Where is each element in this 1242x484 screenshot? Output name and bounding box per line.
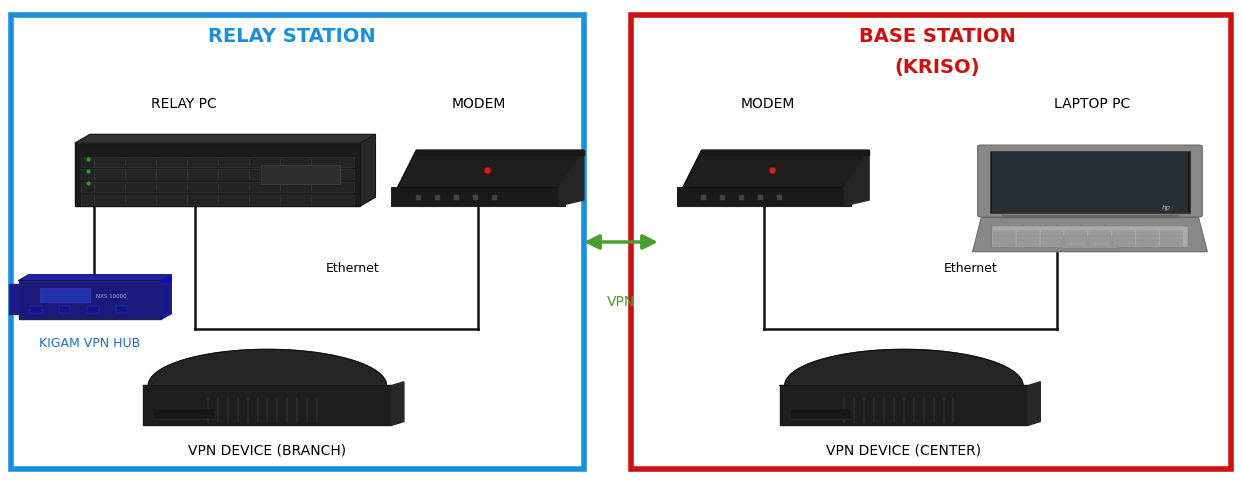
Text: RELAY PC: RELAY PC [152,97,217,111]
FancyBboxPatch shape [631,15,1231,469]
Polygon shape [1028,382,1041,425]
FancyBboxPatch shape [1136,241,1159,246]
FancyBboxPatch shape [11,15,584,469]
Polygon shape [780,349,1028,386]
FancyBboxPatch shape [1041,241,1063,246]
FancyBboxPatch shape [1064,241,1087,246]
FancyBboxPatch shape [1113,236,1135,241]
FancyBboxPatch shape [1062,236,1119,249]
Polygon shape [559,151,584,206]
FancyBboxPatch shape [1113,241,1135,246]
Polygon shape [161,275,171,319]
Text: BASE STATION: BASE STATION [859,28,1016,46]
Polygon shape [143,349,391,386]
FancyBboxPatch shape [977,145,1202,217]
FancyBboxPatch shape [1113,231,1135,236]
FancyBboxPatch shape [81,169,354,180]
FancyBboxPatch shape [261,165,340,184]
Text: (KRISO): (KRISO) [894,58,980,77]
FancyBboxPatch shape [40,288,89,302]
FancyBboxPatch shape [81,195,354,205]
FancyBboxPatch shape [992,152,1187,213]
Polygon shape [19,275,171,281]
Text: VPN DEVICE (CENTER): VPN DEVICE (CENTER) [826,443,981,457]
Text: MODEM: MODEM [740,97,795,111]
Polygon shape [397,151,584,187]
Text: Ethernet: Ethernet [325,262,380,275]
FancyBboxPatch shape [994,241,1015,246]
Text: VPN DEVICE (BRANCH): VPN DEVICE (BRANCH) [189,443,347,457]
FancyBboxPatch shape [990,151,1190,213]
FancyBboxPatch shape [81,157,354,167]
Text: hp: hp [1161,205,1170,212]
FancyBboxPatch shape [1041,236,1063,241]
FancyBboxPatch shape [75,143,360,206]
FancyBboxPatch shape [9,285,19,316]
FancyBboxPatch shape [994,231,1015,236]
Text: RELAY STATION: RELAY STATION [209,28,376,46]
FancyBboxPatch shape [1136,236,1159,241]
Polygon shape [702,151,869,155]
FancyBboxPatch shape [81,182,354,192]
FancyBboxPatch shape [1089,236,1110,241]
FancyBboxPatch shape [1089,231,1110,236]
FancyBboxPatch shape [143,386,391,425]
Text: NXS 10000: NXS 10000 [96,294,127,299]
FancyBboxPatch shape [30,306,41,314]
Polygon shape [683,151,869,187]
Text: Ethernet: Ethernet [944,262,997,275]
Polygon shape [972,218,1207,252]
FancyBboxPatch shape [790,409,852,420]
FancyBboxPatch shape [116,306,127,314]
FancyBboxPatch shape [1089,241,1110,246]
FancyBboxPatch shape [391,187,565,206]
Text: LAPTOP PC: LAPTOP PC [1054,97,1130,111]
Text: VPN: VPN [607,295,635,309]
Text: MODEM: MODEM [451,97,505,111]
FancyBboxPatch shape [1136,231,1159,236]
FancyBboxPatch shape [1041,231,1063,236]
Polygon shape [391,382,404,425]
FancyBboxPatch shape [1064,231,1087,236]
FancyBboxPatch shape [1064,236,1087,241]
FancyBboxPatch shape [87,306,98,314]
FancyBboxPatch shape [153,409,215,420]
FancyBboxPatch shape [1160,241,1182,246]
Text: KIGAM VPN HUB: KIGAM VPN HUB [40,337,140,350]
FancyBboxPatch shape [19,281,161,319]
FancyBboxPatch shape [1017,241,1040,246]
FancyBboxPatch shape [780,386,1028,425]
FancyBboxPatch shape [1160,236,1182,241]
FancyBboxPatch shape [58,306,70,314]
FancyBboxPatch shape [1017,236,1040,241]
Polygon shape [845,151,869,206]
FancyBboxPatch shape [992,226,1187,246]
Polygon shape [360,135,375,206]
Polygon shape [416,151,584,155]
FancyBboxPatch shape [994,236,1015,241]
FancyBboxPatch shape [677,187,851,206]
FancyBboxPatch shape [1160,231,1182,236]
FancyBboxPatch shape [1017,231,1040,236]
FancyBboxPatch shape [161,285,171,316]
Polygon shape [75,135,375,143]
